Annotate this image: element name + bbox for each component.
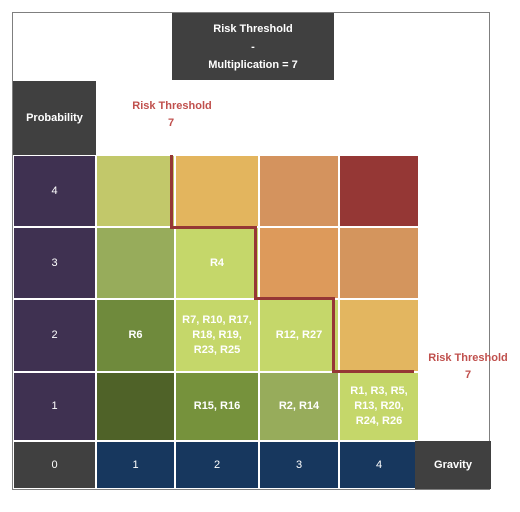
matrix-cell-p2-g1: R6: [96, 299, 175, 372]
x-tick-1: 1: [96, 441, 175, 489]
threshold-line-h3: [332, 370, 414, 373]
matrix-cell-p3-g1: [96, 227, 175, 299]
y-tick-2: 2: [13, 299, 96, 372]
matrix-frame: [12, 12, 490, 490]
matrix-cell-p4-g1: [96, 155, 175, 227]
threshold-label-top: Risk Threshold 7: [112, 98, 232, 132]
probability-header-label: Probability: [26, 112, 83, 124]
x-tick-4: 4: [339, 441, 419, 489]
threshold-line-v1: [170, 155, 173, 229]
matrix-cell-p3-g4: [339, 227, 419, 299]
threshold-label-top-line1: Risk Threshold: [132, 100, 212, 112]
matrix-cell-p2-g3: R12, R27: [259, 299, 339, 372]
matrix-cell-p2-g2: R7, R10, R17, R18, R19, R23, R25: [175, 299, 259, 372]
title-box: Risk Threshold - Multiplication = 7: [172, 13, 334, 80]
y-tick-3: 3: [13, 227, 96, 299]
threshold-label-right: Risk Threshold 7: [418, 350, 518, 384]
origin-cell: 0: [13, 441, 96, 489]
y-tick-4: 4: [13, 155, 96, 227]
matrix-cell-p1-g4: R1, R3, R5, R13, R20, R24, R26: [339, 372, 419, 441]
matrix-cell-p3-g2: R4: [175, 227, 259, 299]
threshold-line-v3: [332, 297, 335, 373]
threshold-line-h1: [170, 226, 256, 229]
probability-header: Probability: [13, 81, 96, 155]
matrix-cell-p1-g2: R15, R16: [175, 372, 259, 441]
matrix-cell-p4-g4: [339, 155, 419, 227]
gravity-header-label: Gravity: [434, 459, 472, 471]
threshold-line-h2: [254, 297, 334, 300]
threshold-label-right-line2: 7: [464, 369, 472, 381]
x-tick-3: 3: [259, 441, 339, 489]
threshold-line-v2: [254, 226, 257, 300]
matrix-cell-p4-g2: [175, 155, 259, 227]
title-line3: Multiplication = 7: [208, 58, 298, 71]
threshold-label-top-line2: 7: [168, 117, 175, 129]
matrix-cell-p1-g1: [96, 372, 175, 441]
title-line1: Risk Threshold: [213, 22, 293, 35]
y-tick-1: 1: [13, 372, 96, 441]
gravity-header: Gravity: [415, 441, 491, 489]
title-line2: -: [251, 40, 255, 53]
matrix-cell-p1-g3: R2, R14: [259, 372, 339, 441]
matrix-cell-p4-g3: [259, 155, 339, 227]
threshold-label-right-line1: Risk Threshold: [428, 352, 508, 364]
matrix-cell-p3-g3: [259, 227, 339, 299]
x-tick-2: 2: [175, 441, 259, 489]
matrix-cell-p2-g4: [339, 299, 419, 372]
